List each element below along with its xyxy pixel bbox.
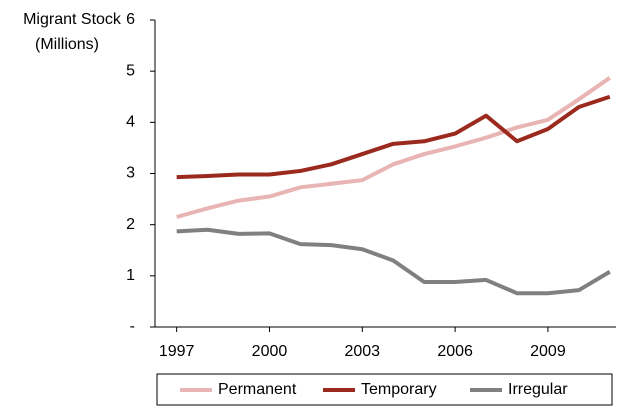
x-tick-label: 2009 bbox=[530, 343, 566, 360]
x-tick-label: 2006 bbox=[437, 343, 473, 360]
data-line bbox=[176, 76, 611, 219]
y-tick-label: - bbox=[130, 318, 135, 335]
legend-box bbox=[156, 373, 613, 406]
y-axis-label: Migrant Stock bbox=[23, 11, 122, 28]
legend-label: Temporary bbox=[361, 381, 437, 398]
data-line bbox=[176, 227, 611, 296]
y-tick-label: 5 bbox=[126, 62, 135, 79]
y-tick-label: 4 bbox=[126, 114, 135, 131]
y-tick-label: 6 bbox=[126, 11, 135, 28]
x-tick-label: 2003 bbox=[344, 343, 380, 360]
x-tick-label: 2000 bbox=[252, 343, 288, 360]
y-tick-label: 2 bbox=[126, 216, 135, 233]
legend-label: Irregular bbox=[508, 381, 568, 398]
x-tick-label: 1997 bbox=[159, 343, 195, 360]
data-line bbox=[176, 94, 611, 180]
y-axis-label: (Millions) bbox=[35, 36, 99, 53]
y-tick-label: 3 bbox=[126, 165, 135, 182]
y-tick-label: 1 bbox=[126, 267, 135, 284]
legend-label: Permanent bbox=[218, 381, 297, 398]
